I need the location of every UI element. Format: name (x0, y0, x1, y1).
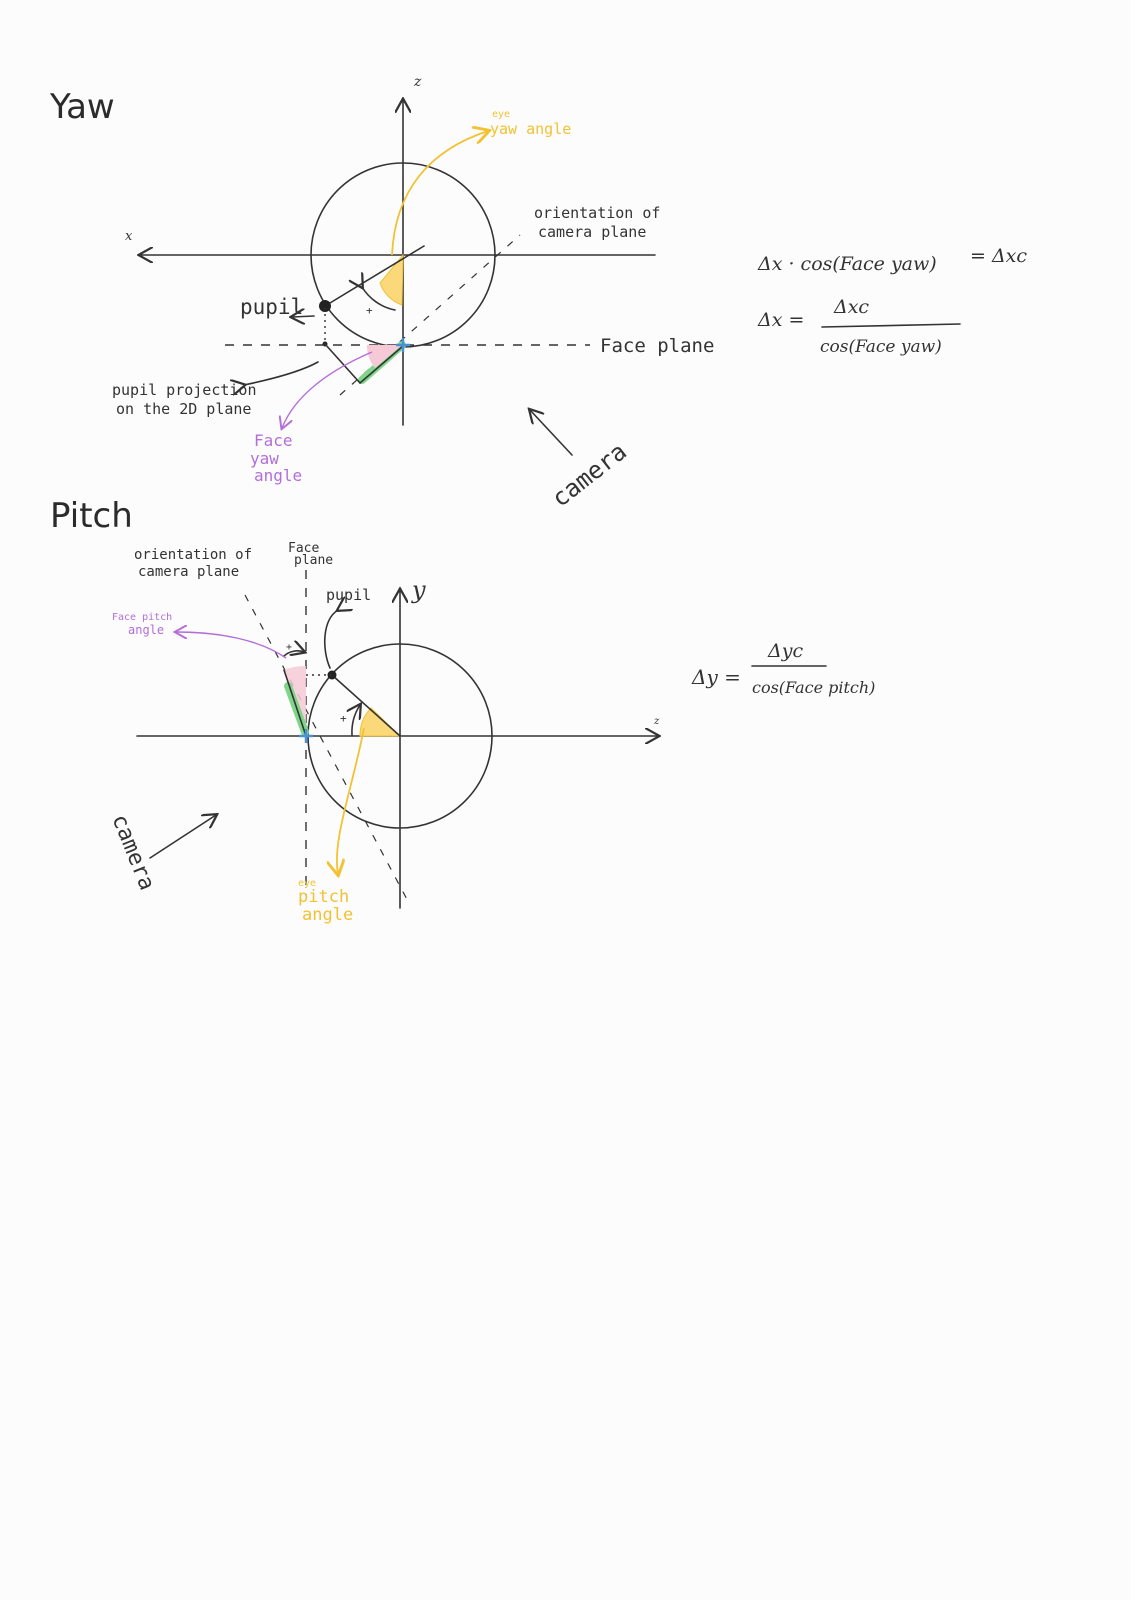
yaw-face-angle-wedge (366, 345, 402, 368)
pitch-camera-plane-line (244, 594, 411, 906)
yaw-face-angle-label-3: angle (254, 466, 302, 485)
yaw-orientation-label-2: camera plane (538, 223, 646, 241)
yaw-equation-2-denominator: cos(Face yaw) (820, 337, 942, 357)
yaw-eye-small-label: eye (492, 109, 510, 120)
yaw-plane-normal-line (359, 345, 404, 384)
pitch-plus-sign-1: + (340, 712, 347, 725)
pitch-orientation-label-1: orientation of (134, 547, 252, 563)
yaw-face-plane-label: Face plane (600, 335, 714, 357)
pitch-orientation-label-2: camera plane (138, 564, 239, 580)
yaw-eye-angle-label: yaw angle (490, 120, 571, 138)
yaw-camera-label: camera (546, 437, 632, 512)
yaw-origin-marker (396, 338, 410, 352)
pitch-camera-arrow (149, 815, 216, 859)
yaw-equation-2-numerator: Δxc (833, 296, 869, 318)
yaw-pupil-dot (319, 300, 331, 312)
yaw-face-angle-label-2: yaw (250, 449, 279, 468)
pitch-title: Pitch (50, 496, 133, 536)
pitch-camera-label: camera (106, 811, 159, 894)
yaw-plus-sign: + (366, 304, 373, 317)
yaw-projection-line (324, 343, 361, 384)
pitch-eye-angle-wedge (359, 707, 402, 737)
pitch-equation-denominator: cos(Face pitch) (752, 678, 875, 697)
pitch-pupil-pointer (323, 610, 338, 669)
pitch-eye-angle-label-1: pitch (298, 887, 349, 907)
pitch-camera-plane-solid (283, 669, 307, 737)
pitch-face-angle-arc (283, 651, 304, 657)
yaw-gaze-line (324, 245, 425, 307)
yaw-eye-angle-pointer (391, 131, 488, 256)
pitch-y-axis-label: y (411, 576, 426, 604)
pitch-face-angle-label-1: Face pitch (112, 612, 172, 623)
yaw-projection-pointer (244, 361, 319, 385)
pitch-face-angle-pointer (176, 632, 287, 659)
yaw-title: Yaw (49, 87, 115, 127)
pitch-eye-angle-pointer (337, 727, 365, 874)
yaw-face-angle-pointer (282, 351, 373, 428)
pitch-section: Pitch y z + + orientation of camera plan… (50, 496, 875, 925)
pitch-face-plane-label-2: plane (294, 553, 333, 568)
pitch-origin-marker (299, 729, 313, 743)
yaw-x-axis-label: x (125, 229, 133, 244)
yaw-eye-angle-wedge (379, 253, 404, 306)
yaw-z-axis-label: z (413, 74, 422, 90)
yaw-projection-label-1: pupil projection (112, 381, 257, 399)
pitch-equation-left: Δy = (691, 665, 741, 689)
yaw-projection-label-2: on the 2D plane (116, 400, 251, 418)
yaw-face-angle-label-1: Face (254, 431, 293, 450)
yaw-pupil-label: pupil (240, 295, 303, 319)
pitch-plus-sign-2: + (286, 642, 292, 653)
pitch-eye-angle-arc (352, 705, 360, 736)
yaw-pupil-pointer (292, 316, 315, 317)
yaw-equation-2-bar (821, 323, 961, 328)
yaw-orientation-label-1: orientation of (534, 204, 660, 222)
pitch-equation-numerator: Δyc (767, 640, 803, 662)
pitch-gaze-line (331, 674, 401, 737)
yaw-face-plane-segment (358, 341, 406, 384)
pitch-pupil-label: pupil (326, 586, 371, 604)
pitch-face-angle-label-2: angle (128, 623, 164, 637)
pitch-eye-small-label: eye (298, 878, 316, 889)
yaw-equation-1-left: Δx · cos(Face yaw) (757, 253, 937, 275)
pitch-face-plane-label-1: Face (288, 541, 319, 556)
yaw-equation-2-left: Δx = (757, 309, 804, 331)
yaw-eye-angle-arc (362, 287, 396, 311)
yaw-equation-1-right: = Δxc (970, 245, 1027, 267)
yaw-section: Yaw z x + Face plane e (49, 74, 1027, 513)
pitch-eye-angle-label-2: angle (302, 905, 353, 925)
yaw-camera-arrow (530, 410, 573, 456)
pitch-z-axis-label: z (653, 716, 660, 727)
